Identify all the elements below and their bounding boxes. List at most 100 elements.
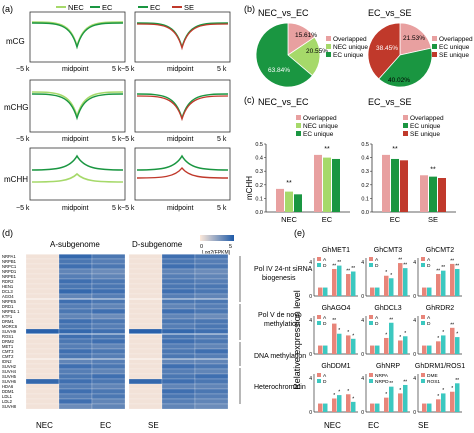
plot-frame-mcg-right <box>134 11 231 63</box>
legend-label: D <box>375 263 379 269</box>
expression-bar <box>441 393 446 412</box>
y-axis-label-mchh: mCHH <box>245 176 254 200</box>
heatmap-cell <box>25 288 60 295</box>
heatmap-cell <box>58 258 93 265</box>
y-tick-label: 0 <box>361 410 364 416</box>
significance-mark: ** <box>332 263 336 269</box>
heatmap-cell <box>25 343 60 350</box>
heatmap-cell <box>194 368 229 375</box>
panel-e: (e) Relative expression level GhMET104**… <box>292 228 465 430</box>
significance-mark: * <box>333 393 335 399</box>
heatmap-cell <box>91 363 126 370</box>
heatmap-cell <box>128 343 163 350</box>
x-tick: −5 k <box>16 136 30 143</box>
pie-slice <box>399 22 432 56</box>
significance-mark: ** <box>441 265 445 271</box>
legend-label-ec-right: EC <box>150 3 161 12</box>
heatmap-cell <box>128 313 163 320</box>
pie1-slice-label-overlapped: 15.61% <box>295 32 317 39</box>
gene-label: NRPB1 <box>2 259 17 264</box>
x-ticks-row1: −5 k midpoint 5 k −5 k midpoint 5 k <box>16 66 227 73</box>
heatmap-cell <box>58 333 93 340</box>
pie2-slice-label-se-unique: 38.45% <box>376 45 398 52</box>
significance-mark: ** <box>398 258 402 264</box>
expression-bar <box>427 403 432 412</box>
x-category-label: EC <box>390 215 401 224</box>
legend-swatch <box>421 373 425 377</box>
gene-label: HDA6 <box>2 384 14 389</box>
row-label-mchg: mCHG <box>4 103 28 112</box>
expression-bar <box>346 274 351 296</box>
heatmap-cell <box>194 403 229 410</box>
legend-swatch-ec-unique <box>326 52 331 57</box>
legend-swatch-overlapped <box>403 115 408 120</box>
heatmap-cell <box>161 328 196 335</box>
expression-bar <box>455 268 460 296</box>
expression-bar <box>403 384 408 412</box>
significance-mark: * <box>385 270 387 276</box>
legend-label: SE unique <box>410 131 440 138</box>
y-tick-label: 0.1 <box>255 196 263 202</box>
gene-label: SUVH5 <box>2 374 17 379</box>
expression-bar <box>318 403 323 412</box>
significance-mark: * <box>404 331 406 337</box>
heatmap-cell <box>161 253 196 260</box>
expression-bar <box>436 399 441 412</box>
pathway-label-line: methylation <box>264 321 300 328</box>
heatmap-cell <box>58 283 93 290</box>
expression-bar <box>441 335 446 354</box>
line-mchg-nec <box>31 91 124 119</box>
heatmap-cell <box>58 338 93 345</box>
heatmap-cell <box>194 253 229 260</box>
legend-label: Overlapped <box>439 36 473 43</box>
heatmap-cell <box>58 383 93 390</box>
heatmap-cell <box>128 308 163 315</box>
y-tick-label: 4 <box>413 376 416 382</box>
x-tick: midpoint <box>62 66 89 73</box>
color-scale-bar <box>200 235 234 241</box>
legend-swatch <box>369 263 373 267</box>
heatmap-cell <box>91 313 126 320</box>
legend-label: Overlapped <box>333 36 367 43</box>
bar <box>294 194 302 212</box>
legend-swatch-overlapped <box>432 36 437 41</box>
significance-mark: * <box>442 388 444 394</box>
legend-label: NRPA <box>375 373 389 379</box>
x-tick: 5 k <box>217 136 227 143</box>
heatmap-cell <box>128 368 163 375</box>
legend-label: ROS1 <box>427 379 440 385</box>
heatmap-cell <box>91 318 126 325</box>
legend-swatch <box>421 315 425 319</box>
heatmap-cell <box>58 368 93 375</box>
heatmap-cell <box>161 383 196 390</box>
gene-label: SUVH8 <box>2 404 17 409</box>
heatmap-cell <box>161 278 196 285</box>
heatmap-cell <box>58 288 93 295</box>
gene-label: DRD1 <box>2 304 14 309</box>
heatmap-cell <box>25 383 60 390</box>
heatmap-cell <box>25 293 60 300</box>
heatmap-cell <box>194 273 229 280</box>
heatmap-cell <box>25 303 60 310</box>
legend-label-ec: EC <box>102 3 113 12</box>
legend-swatch <box>317 257 321 261</box>
legend-swatch <box>369 379 373 383</box>
heatmap-cell <box>58 343 93 350</box>
heatmap-cell <box>128 373 163 380</box>
expression-bar <box>337 265 342 296</box>
expression-bar <box>323 345 328 354</box>
pie-slice <box>287 36 321 77</box>
significance-mark: ** <box>351 266 355 272</box>
heatmap-cell <box>58 398 93 405</box>
legend-swatch <box>317 321 321 325</box>
heatmap-cell <box>25 263 60 270</box>
heatmap-cell <box>194 283 229 290</box>
legend-swatch-ec-unique <box>432 44 437 49</box>
subgenome-label-d: D-subgenome <box>132 240 183 249</box>
legend-label: D <box>323 321 327 327</box>
heatmap-cell <box>161 358 196 365</box>
legend-swatch <box>421 257 425 261</box>
expression-bar <box>323 403 328 412</box>
x-tick: −5 k <box>121 66 135 73</box>
significance-mark: * <box>385 332 387 338</box>
